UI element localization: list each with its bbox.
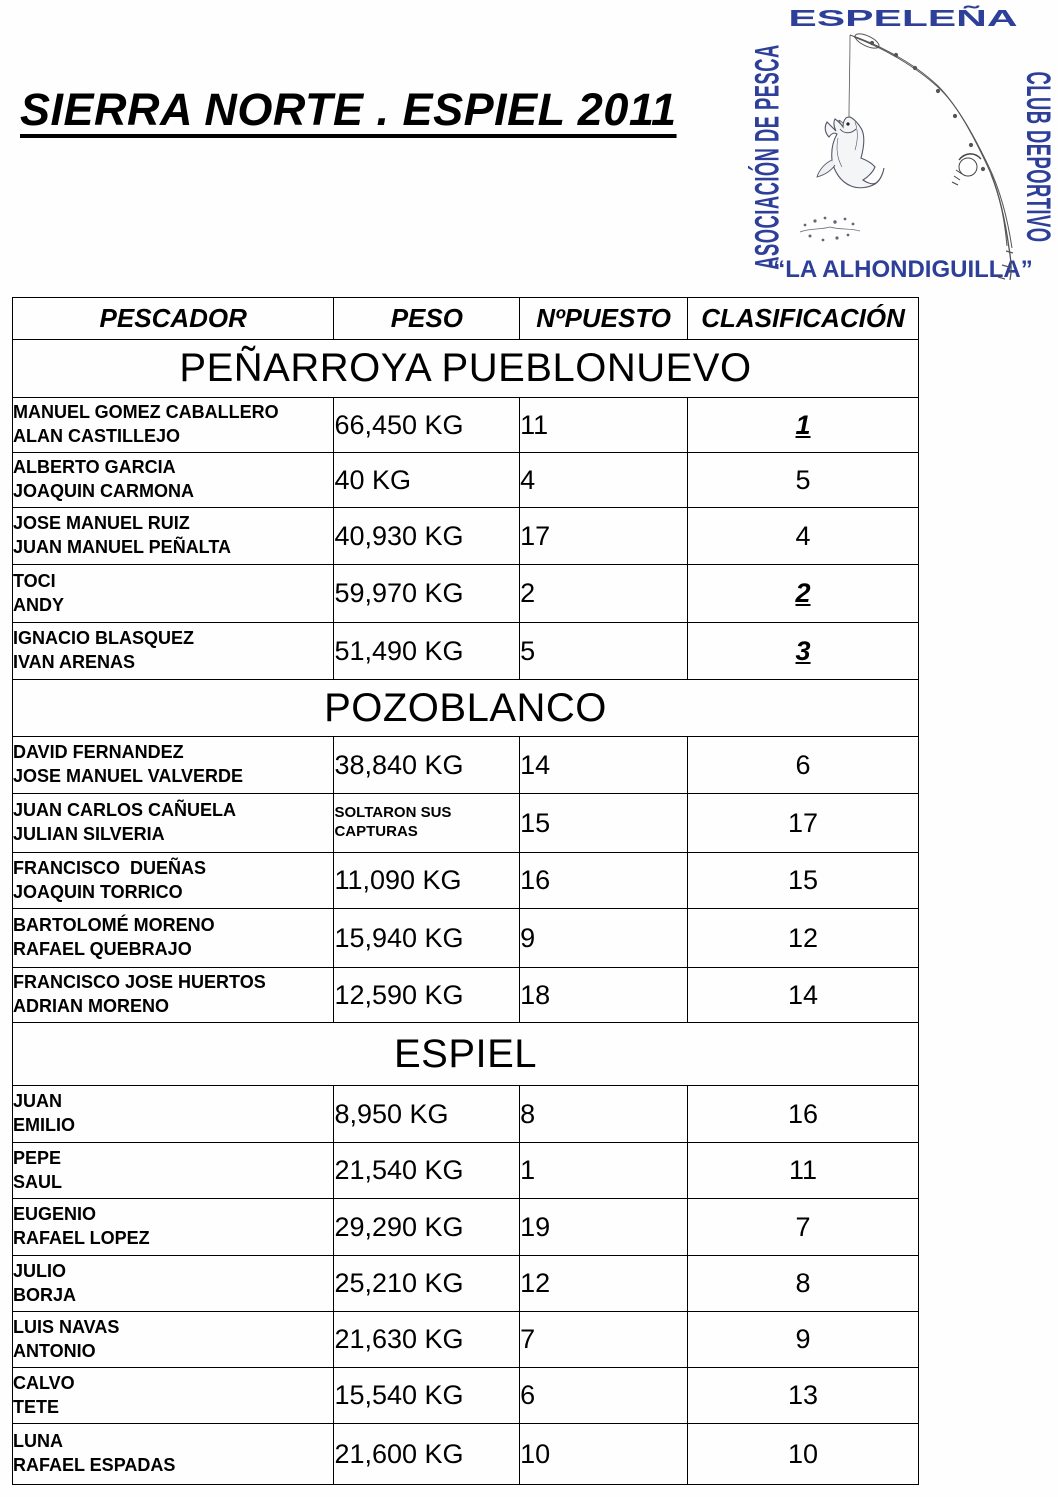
svg-text:ESPELEÑA: ESPELEÑA	[788, 5, 1017, 31]
svg-text:ASOCIACIÓN DE PESCA: ASOCIACIÓN DE PESCA	[747, 44, 786, 269]
svg-text:CLUB DEPORTIVO: CLUB DEPORTIVO	[1020, 72, 1058, 243]
svg-text:“LA ALHONDIGUILLA”: “LA ALHONDIGUILLA”	[773, 256, 1033, 283]
